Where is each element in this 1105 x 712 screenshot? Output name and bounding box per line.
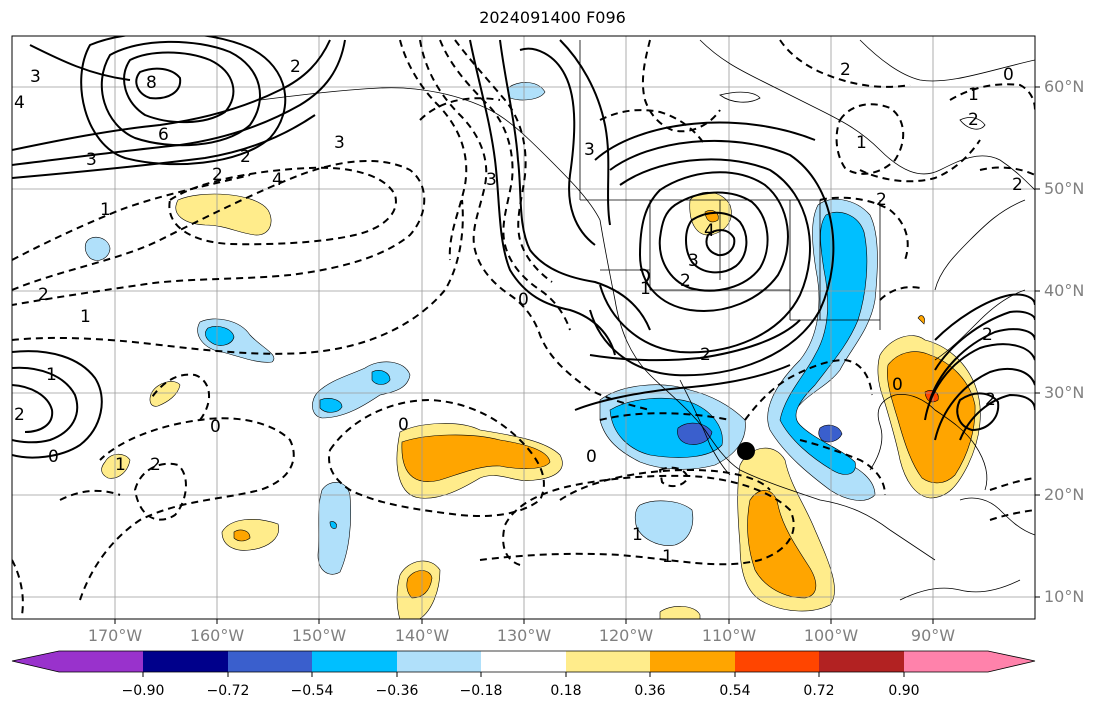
contour-label: 2 bbox=[150, 455, 161, 475]
lon-label: 170°W bbox=[87, 626, 143, 645]
contour-label: 2 bbox=[14, 405, 25, 425]
contour-labels: 3 4 8 6 3 2 2 1 3 4 2 1 1 1 0 2 0 2 2 0 … bbox=[14, 57, 1023, 567]
contour-label: 2 bbox=[876, 190, 887, 210]
contour-label: 4 bbox=[704, 221, 715, 241]
dashed-contours bbox=[12, 39, 1035, 616]
colorbar-tick-label: −0.36 bbox=[375, 683, 419, 699]
contour-label: 3 bbox=[334, 133, 345, 153]
lon-label: 120°W bbox=[598, 626, 654, 645]
colorbar-outline bbox=[11, 650, 1036, 673]
contour-label: 4 bbox=[272, 170, 283, 190]
colorbar-cell-0 bbox=[12, 651, 143, 672]
colorbar-tick-label: 0.54 bbox=[719, 683, 751, 699]
colorbar-tick-label: −0.18 bbox=[459, 683, 503, 699]
contour-label: 3 bbox=[86, 150, 97, 170]
colorbar-cell-3 bbox=[312, 651, 397, 672]
colorbar-cell-9 bbox=[819, 651, 904, 672]
contour-label: 2 bbox=[1012, 175, 1023, 195]
contour-label: 0 bbox=[398, 415, 409, 435]
lat-label: 10°N bbox=[1044, 587, 1085, 606]
colorbar-tick-label: −0.72 bbox=[206, 683, 250, 699]
contour-label: 4 bbox=[14, 93, 25, 113]
contour-label: 1 bbox=[46, 365, 57, 385]
shaded-anomaly-regions bbox=[84, 82, 981, 619]
lon-label: 130°W bbox=[496, 626, 552, 645]
colorbar-tick-label: 0.36 bbox=[634, 683, 666, 699]
colorbar bbox=[11, 650, 1036, 673]
colorbar-tick-label: 0.90 bbox=[888, 683, 920, 699]
lat-label: 60°N bbox=[1044, 77, 1085, 96]
contour-label: 8 bbox=[146, 73, 157, 93]
colorbar-ticks bbox=[142, 672, 905, 677]
contour-label: 2 bbox=[700, 345, 711, 365]
coastlines bbox=[259, 39, 1035, 601]
colorbar-tick-label: 0.18 bbox=[550, 683, 582, 699]
colorbar-tick-label: 0.72 bbox=[803, 683, 835, 699]
contour-label: 2 bbox=[680, 271, 691, 291]
contour-label: 2 bbox=[985, 390, 996, 410]
colorbar-cell-10 bbox=[904, 651, 1035, 672]
graticule bbox=[12, 36, 1035, 619]
lat-label: 50°N bbox=[1044, 179, 1085, 198]
colorbar-tick-label: −0.54 bbox=[290, 683, 334, 699]
colorbar-tick-label: −0.90 bbox=[121, 683, 165, 699]
colorbar-cell-6 bbox=[566, 651, 650, 672]
contour-label: 1 bbox=[80, 307, 91, 327]
contour-label: 6 bbox=[158, 125, 169, 145]
contour-label: 0 bbox=[518, 290, 529, 310]
contour-label: 2 bbox=[290, 57, 301, 77]
solid-contours bbox=[12, 36, 1035, 459]
contour-label: 3 bbox=[584, 140, 595, 160]
contour-label: 2 bbox=[982, 325, 993, 345]
contour-label: 1 bbox=[662, 547, 673, 567]
lon-label: 140°W bbox=[394, 626, 450, 645]
axis-ticks bbox=[114, 86, 1040, 624]
lat-label: 40°N bbox=[1044, 281, 1085, 300]
contour-label: 1 bbox=[632, 525, 643, 545]
contour-label: 0 bbox=[586, 447, 597, 467]
contour-label: 3 bbox=[688, 251, 699, 271]
contour-label: 1 bbox=[100, 200, 111, 220]
contour-label: 1 bbox=[640, 279, 651, 299]
lon-label: 110°W bbox=[701, 626, 757, 645]
map-title: 2024091400 F096 bbox=[479, 8, 626, 27]
contour-label: 1 bbox=[968, 85, 979, 105]
contour-label: 0 bbox=[210, 417, 221, 437]
lon-label: 90°W bbox=[910, 626, 956, 645]
contour-label: 0 bbox=[1003, 65, 1014, 85]
contour-label: 2 bbox=[840, 60, 851, 80]
contour-label: 2 bbox=[968, 110, 979, 130]
colorbar-cell-5 bbox=[481, 651, 566, 672]
contour-label: 2 bbox=[38, 285, 49, 305]
contour-label: 2 bbox=[212, 165, 223, 185]
contour-label: 3 bbox=[486, 170, 497, 190]
lat-label: 30°N bbox=[1044, 383, 1085, 402]
colorbar-cell-8 bbox=[735, 651, 819, 672]
contour-label: 0 bbox=[48, 447, 59, 467]
location-marker bbox=[737, 442, 755, 460]
lon-label: 160°W bbox=[189, 626, 245, 645]
contour-label: 0 bbox=[892, 375, 903, 395]
colorbar-cell-2 bbox=[228, 651, 312, 672]
contour-label: 1 bbox=[115, 455, 126, 475]
colorbar-cell-1 bbox=[143, 651, 228, 672]
lat-label: 20°N bbox=[1044, 485, 1085, 504]
contour-label: 1 bbox=[856, 133, 867, 153]
colorbar-cell-7 bbox=[650, 651, 735, 672]
colorbar-cell-4 bbox=[397, 651, 481, 672]
lon-label: 100°W bbox=[803, 626, 859, 645]
contour-label: 3 bbox=[30, 67, 41, 87]
lon-label: 150°W bbox=[291, 626, 347, 645]
contour-label: 2 bbox=[240, 147, 251, 167]
